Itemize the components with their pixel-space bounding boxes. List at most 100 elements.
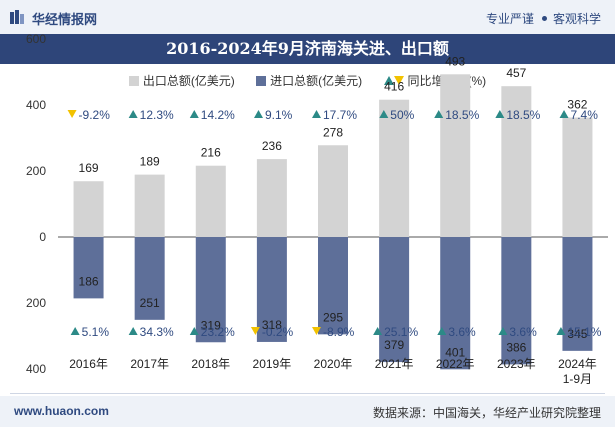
import-bar: [73, 237, 104, 299]
top-bar: [0, 0, 615, 34]
down-triangle-icon: [393, 76, 404, 85]
y-tick-label: 200: [26, 296, 46, 310]
import-bar: [501, 237, 532, 365]
export-growth-label: 9.1%: [265, 108, 293, 122]
x-tick-label: 2020年: [314, 357, 353, 371]
brand-name: 华经情报网: [32, 12, 98, 27]
site-url: www.huaon.com: [14, 404, 109, 418]
x-tick-label: 2021年: [375, 357, 414, 371]
import-value-label: 186: [79, 274, 99, 288]
import-bar: [134, 237, 165, 320]
export-growth-up-triangle-icon: [312, 110, 321, 118]
title-bar: [0, 34, 615, 64]
export-bar: [73, 181, 104, 237]
tagline: 专业严谨 客观科学: [486, 10, 601, 27]
legend-import-swatch: [256, 76, 267, 86]
export-growth-label: 17.7%: [323, 108, 357, 122]
import-bar: [440, 237, 471, 370]
import-value-label: 318: [262, 318, 282, 332]
import-value-label: 295: [323, 310, 343, 324]
import-growth-label: 23.2%: [201, 325, 235, 339]
export-bar: [256, 159, 287, 237]
import-growth-label: 3.6%: [448, 325, 476, 339]
import-growth-up-triangle-icon: [128, 327, 138, 335]
separator-dot-icon: [541, 16, 547, 22]
export-growth-up-triangle-icon: [189, 110, 199, 118]
export-growth-label: 12.3%: [140, 108, 174, 122]
import-value-label: 319: [201, 318, 221, 332]
export-growth-up-triangle-icon: [434, 110, 444, 118]
export-growth-label: 18.5%: [445, 108, 479, 122]
export-value-label: 189: [140, 155, 160, 169]
export-growth-up-triangle-icon: [495, 110, 505, 118]
import-value-label: 386: [506, 340, 526, 354]
export-growth-up-triangle-icon: [379, 110, 389, 118]
import-bar: [562, 237, 593, 351]
export-bar: [501, 86, 532, 237]
import-bar: [318, 237, 348, 335]
export-growth-up-triangle-icon: [128, 110, 138, 118]
export-growth-label: 14.2%: [201, 108, 235, 122]
export-value-label: 278: [323, 125, 343, 139]
legend-export-swatch: [128, 76, 139, 86]
footer-divider: [10, 393, 605, 394]
import-growth-up-triangle-icon: [498, 327, 508, 335]
export-value-label: 216: [201, 146, 221, 160]
import-growth-up-triangle-icon: [556, 327, 566, 335]
import-growth-label: 5.1%: [82, 325, 110, 339]
export-value-label: 169: [79, 161, 99, 175]
export-bar: [440, 74, 471, 237]
export-growth-label: -9.2%: [79, 108, 111, 122]
tagline-1: 专业严谨: [485, 12, 534, 26]
import-growth-down-triangle-icon: [312, 327, 321, 335]
x-tick-label: 2022年: [436, 357, 475, 371]
import-growth-up-triangle-icon: [189, 327, 199, 335]
export-value-label: 457: [506, 66, 526, 80]
import-bar: [195, 237, 226, 343]
x-tick-label: 2019年: [253, 357, 292, 371]
export-value-label: 416: [384, 80, 404, 94]
import-growth-label: 25.1%: [384, 325, 418, 339]
import-growth-label: 3.6%: [509, 325, 537, 339]
import-value-label: 401: [445, 345, 465, 359]
export-bar: [134, 174, 165, 237]
export-bar: [562, 117, 593, 237]
x-tick-label: 2023年: [497, 357, 536, 371]
import-bar: [379, 237, 410, 363]
export-value-label: 493: [445, 54, 465, 68]
y-tick-label: 400: [26, 362, 46, 376]
export-value-label: 362: [567, 98, 587, 112]
import-growth-label: -8.9%: [323, 325, 355, 339]
export-value-label: 236: [262, 139, 282, 153]
import-growth-down-triangle-icon: [250, 327, 260, 335]
legend-export: 出口总额(亿美元): [128, 72, 235, 89]
x-tick-label: 2018年: [191, 357, 230, 371]
y-tick-label: 200: [26, 164, 46, 178]
y-tick-label: 0: [39, 230, 46, 244]
up-triangle-icon: [383, 76, 394, 85]
export-growth-up-triangle-icon: [559, 110, 569, 118]
import-growth-label: -0.2%: [262, 325, 294, 339]
export-growth-label: 18.5%: [506, 108, 540, 122]
export-growth-label: 50%: [390, 108, 414, 122]
export-growth-up-triangle-icon: [253, 110, 263, 118]
legend-import-label: 进口总额(亿美元): [270, 74, 363, 88]
legend-export-label: 出口总额(亿美元): [142, 74, 235, 88]
import-growth-label: 34.3%: [140, 325, 174, 339]
tagline-2: 客观科学: [552, 12, 601, 26]
footer-bar: [0, 396, 615, 427]
x-tick-label: 2017年: [130, 357, 169, 371]
export-growth-label: 7.4%: [571, 108, 599, 122]
export-bar: [379, 99, 410, 237]
x-tick-label: 2024年: [558, 357, 597, 371]
import-bar: [256, 237, 287, 342]
import-value-label: 345: [567, 327, 587, 341]
huajing-logo-icon: [10, 10, 24, 24]
import-growth-up-triangle-icon: [437, 327, 447, 335]
x-tick-label: 1-9月: [563, 372, 592, 386]
x-tick-label: 2016年: [69, 357, 108, 371]
chart-title: 2016-2024年9月济南海关进、出口额: [166, 39, 449, 58]
export-bar: [195, 165, 226, 237]
export-bar: [318, 145, 348, 237]
